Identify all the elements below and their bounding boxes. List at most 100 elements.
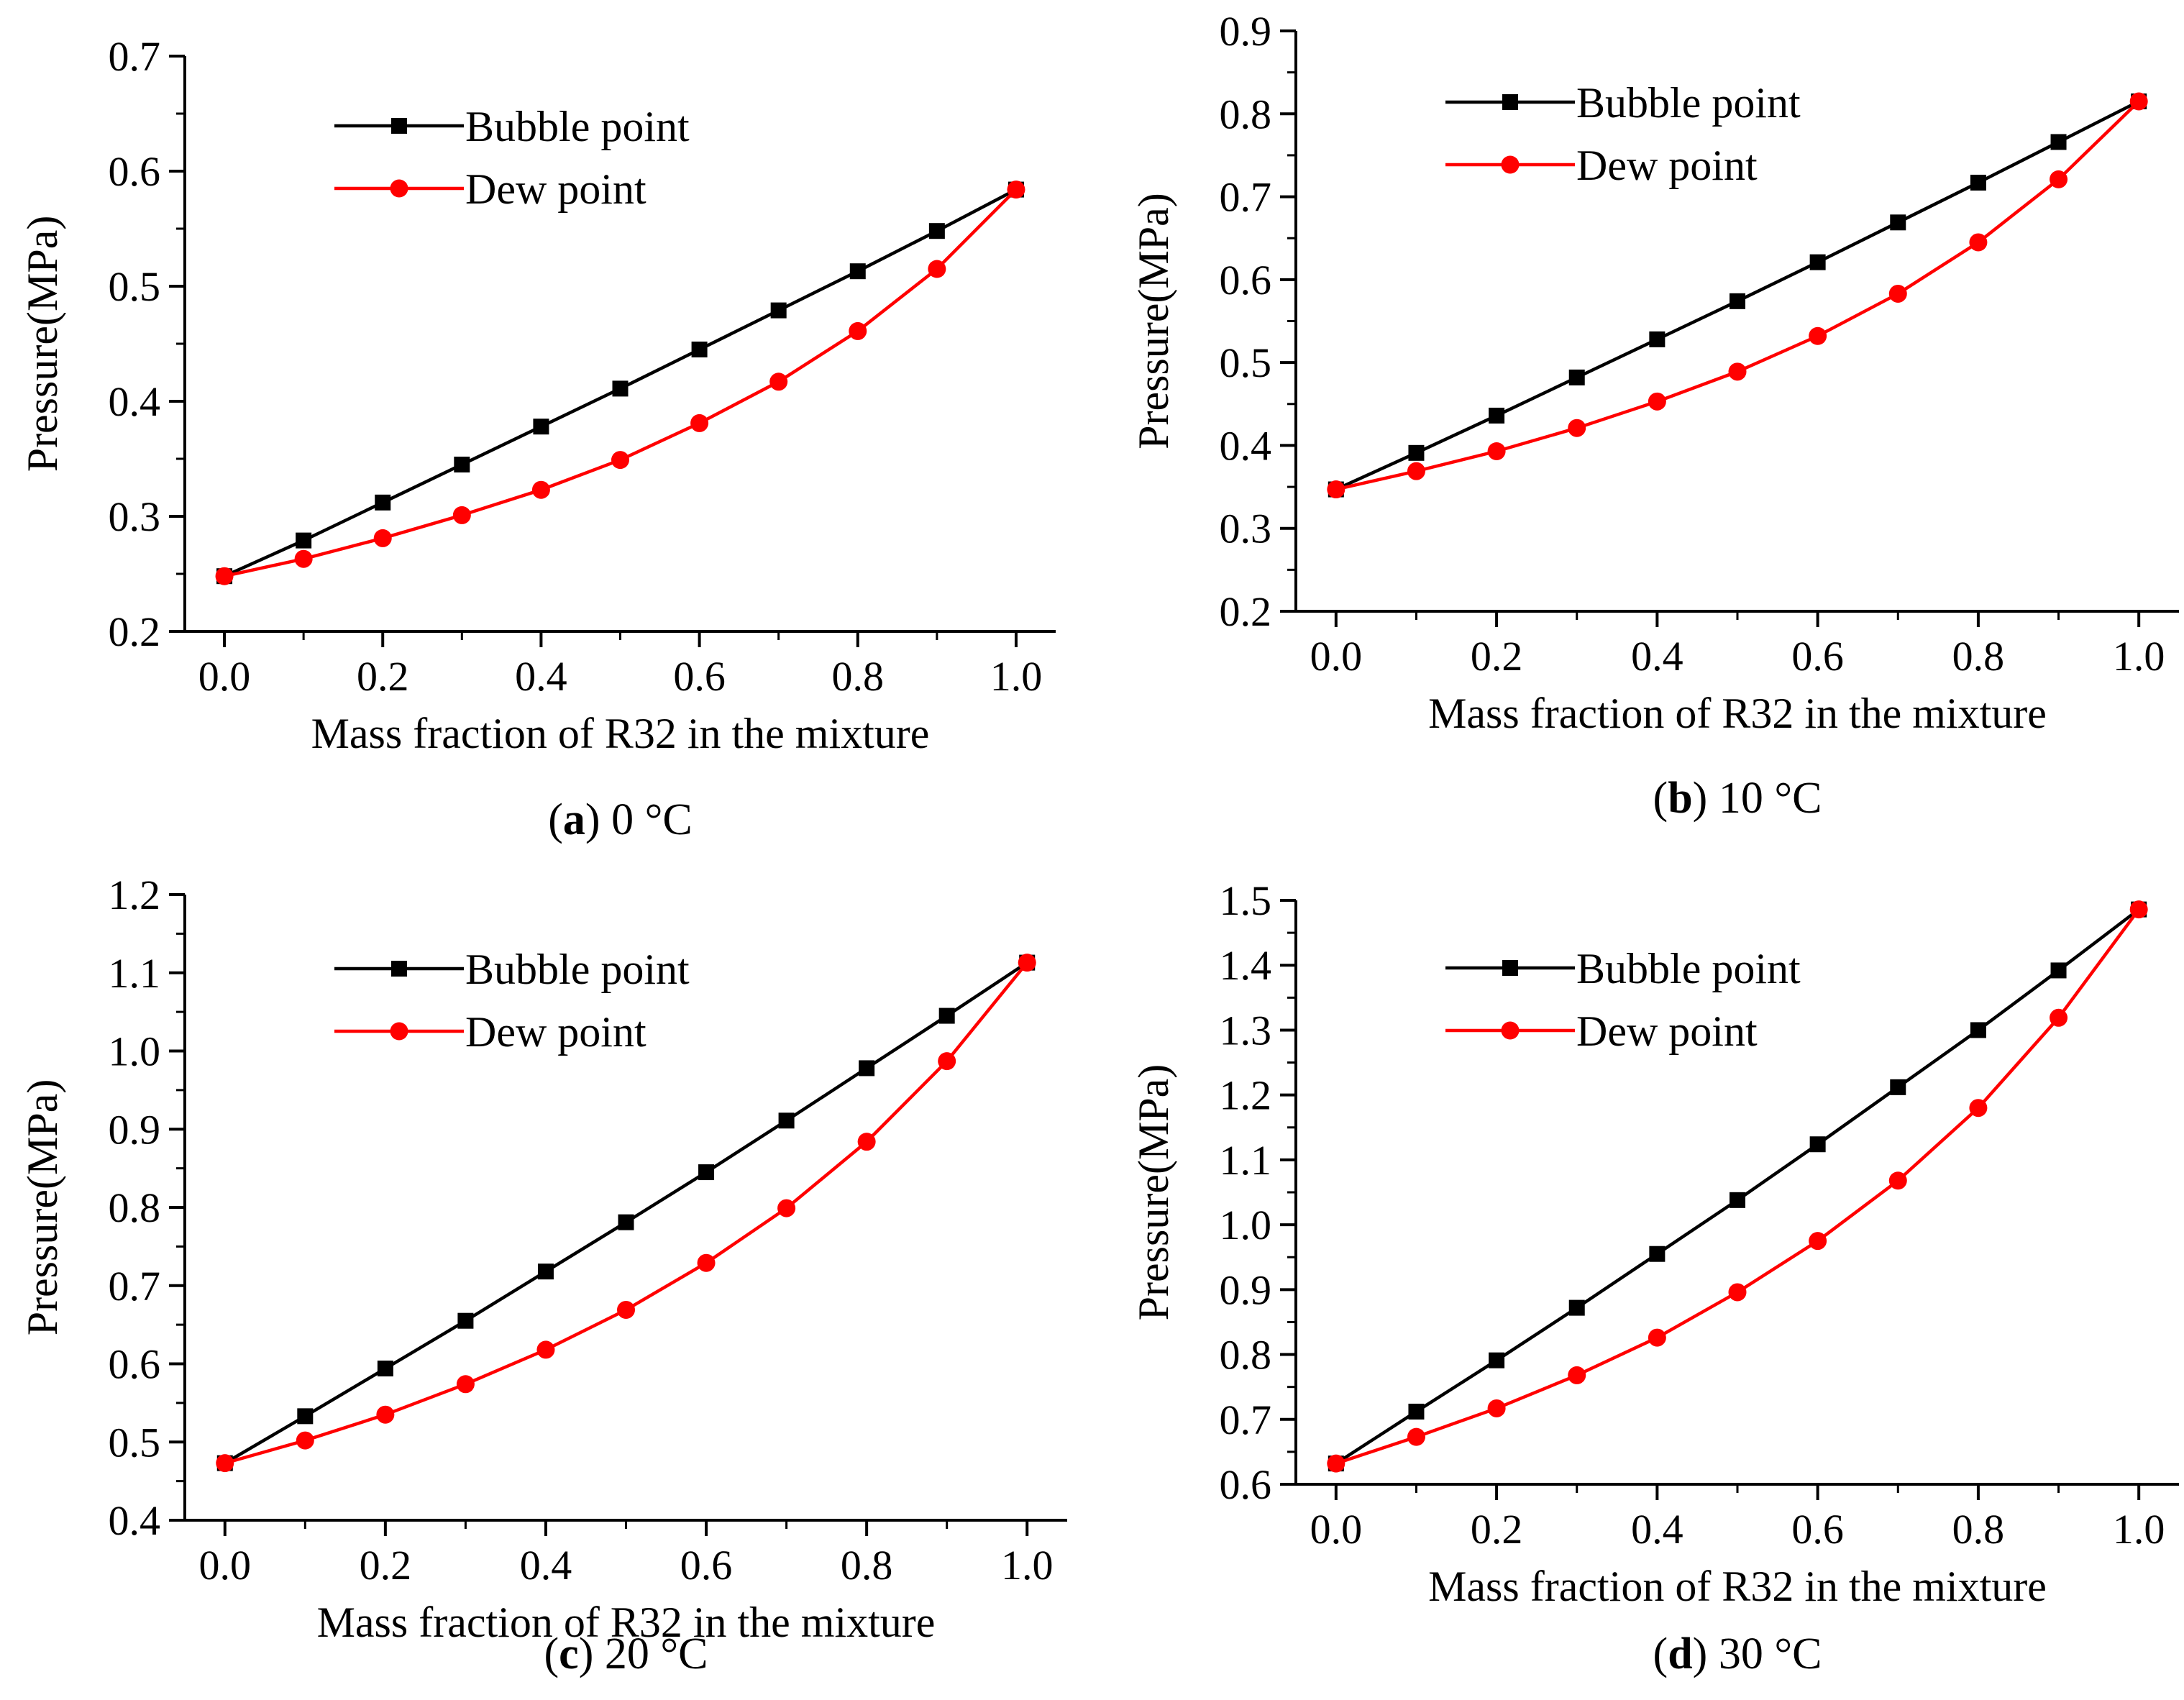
y-tick-label: 0.4 xyxy=(109,1497,161,1544)
x-tick-label: 1.0 xyxy=(990,653,1043,700)
y-tick-label: 0.6 xyxy=(109,1341,161,1388)
dew-point-marker xyxy=(294,549,313,568)
dew-point-marker xyxy=(1568,419,1586,437)
bubble-point-marker xyxy=(1730,293,1745,309)
x-tick-label: 0.6 xyxy=(1791,633,1844,680)
dew-point-marker xyxy=(1327,1454,1345,1473)
dew-point-marker xyxy=(1327,480,1345,499)
legend-dew-label: Dew point xyxy=(465,1008,646,1056)
dew-point-marker xyxy=(536,1340,555,1359)
dew-point-marker xyxy=(611,451,629,470)
dew-point-marker xyxy=(1648,392,1666,411)
y-tick-label: 0.8 xyxy=(109,1184,161,1231)
bubble-point-marker xyxy=(533,419,549,435)
legend-bubble-marker xyxy=(391,118,407,134)
legend-bubble-marker xyxy=(1502,960,1518,976)
y-tick-label: 0.7 xyxy=(109,33,161,80)
legend-dew-label: Dew point xyxy=(1576,1007,1758,1055)
x-tick-label: 1.0 xyxy=(2113,1506,2165,1553)
dew-point-marker xyxy=(376,1405,395,1424)
chart-panel-b: 0.2 0.3 0.4 0.5 0.6 0.7 0.8 0.9 0.0 0.2 0.4 0.6 0.8 1… xyxy=(1130,8,2179,823)
dew-point-marker xyxy=(1888,284,1907,303)
y-tick-label: 0.8 xyxy=(1220,91,1272,137)
y-tick-label: 0.3 xyxy=(1220,506,1272,552)
bubble-point-marker xyxy=(612,380,629,397)
y-tick-label: 1.1 xyxy=(1220,1137,1272,1184)
dew-point-marker xyxy=(456,1375,475,1394)
bubble-point-marker xyxy=(859,1060,875,1077)
dew-point-marker xyxy=(1487,442,1506,460)
dew-point-marker xyxy=(1809,1232,1827,1251)
y-axis-label: Pressure(MPa) xyxy=(19,216,66,472)
bubble-point-marker xyxy=(1970,1022,1986,1038)
legend-bubble-label: Bubble point xyxy=(465,103,690,150)
bubble-point-marker xyxy=(691,342,708,357)
y-axis-label: Pressure(MPa) xyxy=(1130,193,1177,449)
x-tick-label: 1.0 xyxy=(2113,633,2165,680)
x-tick-label: 0.6 xyxy=(680,1542,733,1589)
panel-caption: (b) 10 °C xyxy=(1653,774,1822,823)
chart-panel-a: 0.2 0.3 0.4 0.5 0.6 0.7 0.0 0.2 0.4 0.6 0.8 1.0 Mass… xyxy=(19,33,1056,844)
dew-point-marker xyxy=(1969,1099,1988,1118)
y-tick-label: 0.8 xyxy=(1220,1332,1272,1379)
dew-point-marker xyxy=(531,480,550,499)
y-tick-label: 0.7 xyxy=(109,1263,161,1310)
legend-dew-marker xyxy=(390,179,408,198)
dew-point-marker xyxy=(1487,1399,1506,1417)
dew-point-marker xyxy=(2129,92,2148,111)
x-tick-label: 1.0 xyxy=(1001,1542,1054,1589)
bubble-point-marker xyxy=(457,1312,474,1329)
legend-bubble-label: Bubble point xyxy=(1576,79,1801,127)
y-tick-label: 0.5 xyxy=(109,263,161,310)
chart-panel-c: 0.4 0.5 0.6 0.7 0.8 0.9 1.0 1.1 1.2 0.0 0.2 0.4 0.6 0… xyxy=(19,872,1067,1678)
dew-point-marker xyxy=(1969,233,1988,252)
x-tick-label: 0.2 xyxy=(357,653,409,700)
dew-point-marker xyxy=(1018,954,1036,972)
x-tick-label: 0.2 xyxy=(1471,1506,1523,1553)
bubble-point-marker xyxy=(698,1164,715,1181)
bubble-point-marker xyxy=(377,1361,393,1377)
dew-point-marker xyxy=(769,373,788,391)
dew-point-marker xyxy=(1728,362,1747,381)
panel-caption: (a) 0 °C xyxy=(548,795,692,844)
bubble-point-line xyxy=(1335,908,2140,1466)
panel-caption: (d) 30 °C xyxy=(1653,1630,1822,1678)
x-tick-label: 0.4 xyxy=(520,1542,572,1589)
dew-point-marker xyxy=(1007,180,1025,199)
y-tick-label: 1.0 xyxy=(109,1028,161,1075)
bubble-point-marker xyxy=(928,223,945,239)
x-tick-label: 0.2 xyxy=(1471,633,1523,680)
y-tick-label: 1.0 xyxy=(1220,1202,1272,1248)
chart-panel-d: 0.6 0.7 0.8 0.9 1.0 1.1 1.2 1.3 1.4 1.5 0.0 0.2 0.4 0… xyxy=(1130,877,2179,1678)
y-tick-label: 0.2 xyxy=(109,608,161,655)
dew-point-marker xyxy=(1648,1328,1666,1347)
dew-point-marker xyxy=(1407,1427,1425,1446)
x-tick-label: 0.0 xyxy=(198,653,251,700)
y-tick-label: 1.2 xyxy=(109,872,161,918)
bubble-point-marker xyxy=(1890,1079,1906,1095)
legend-bubble-label: Bubble point xyxy=(465,946,690,993)
legend-dew-marker xyxy=(1501,155,1520,174)
y-tick-label: 1.3 xyxy=(1220,1007,1272,1054)
y-axis-label: Pressure(MPa) xyxy=(1130,1064,1177,1321)
x-axis-label: Mass fraction of R32 in the mixture xyxy=(1428,1563,2047,1610)
y-tick-label: 1.4 xyxy=(1220,942,1272,989)
bubble-point-marker xyxy=(770,302,787,319)
bubble-point-marker xyxy=(1489,407,1505,424)
legend-bubble-marker xyxy=(1502,94,1518,110)
dew-point-marker xyxy=(777,1199,796,1217)
legend-dew-marker xyxy=(390,1022,408,1041)
bubble-point-marker xyxy=(537,1263,554,1280)
bubble-point-marker xyxy=(1489,1352,1505,1368)
dew-point-marker xyxy=(1888,1171,1907,1190)
y-tick-label: 1.5 xyxy=(1220,877,1272,924)
y-tick-label: 0.5 xyxy=(109,1419,161,1466)
bubble-point-marker xyxy=(618,1214,634,1230)
dew-point-marker xyxy=(690,413,709,432)
y-tick-label: 0.2 xyxy=(1220,588,1272,635)
y-tick-label: 0.4 xyxy=(109,378,161,425)
x-tick-label: 0.8 xyxy=(1952,633,2005,680)
bubble-point-marker xyxy=(938,1007,955,1024)
bubble-point-marker xyxy=(1730,1192,1745,1208)
